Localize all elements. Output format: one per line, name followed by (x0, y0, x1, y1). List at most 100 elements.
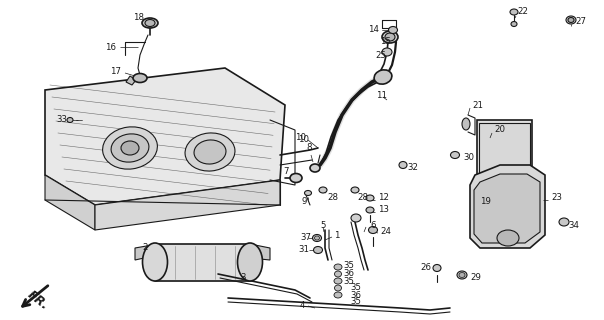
Ellipse shape (312, 235, 321, 242)
Text: 5: 5 (320, 220, 326, 229)
Ellipse shape (121, 141, 139, 155)
Text: 24: 24 (380, 228, 391, 236)
Ellipse shape (510, 9, 518, 15)
Ellipse shape (459, 273, 465, 277)
Ellipse shape (566, 16, 576, 24)
Ellipse shape (290, 173, 302, 182)
Ellipse shape (111, 134, 149, 162)
Text: 20: 20 (494, 125, 505, 134)
Text: 2: 2 (142, 244, 147, 252)
Ellipse shape (304, 190, 312, 196)
Polygon shape (250, 244, 270, 260)
Text: 6: 6 (370, 220, 376, 229)
Text: 29: 29 (470, 274, 481, 283)
Ellipse shape (366, 195, 374, 201)
Ellipse shape (385, 33, 395, 41)
Text: 16: 16 (105, 43, 116, 52)
Ellipse shape (67, 117, 73, 123)
Ellipse shape (334, 292, 342, 298)
Ellipse shape (145, 20, 155, 27)
Text: 36: 36 (343, 268, 354, 277)
Ellipse shape (194, 140, 226, 164)
Ellipse shape (313, 246, 323, 253)
Ellipse shape (335, 271, 341, 277)
Ellipse shape (133, 74, 147, 83)
Text: 28: 28 (327, 194, 338, 203)
Bar (482, 125, 527, 190)
Bar (477, 120, 532, 195)
Text: 4: 4 (300, 301, 306, 310)
Text: 19: 19 (480, 197, 491, 206)
Ellipse shape (366, 207, 374, 213)
Text: 13: 13 (378, 205, 389, 214)
Ellipse shape (462, 118, 470, 130)
Text: 36: 36 (350, 291, 361, 300)
Text: 14: 14 (368, 26, 379, 35)
Ellipse shape (457, 271, 467, 279)
Text: 35: 35 (343, 276, 354, 285)
Ellipse shape (103, 127, 158, 169)
Text: 33: 33 (56, 116, 67, 124)
Ellipse shape (374, 70, 392, 84)
Polygon shape (474, 174, 540, 243)
Polygon shape (126, 76, 136, 85)
Text: 30: 30 (463, 154, 474, 163)
Text: 18: 18 (133, 13, 144, 22)
Text: 21: 21 (472, 100, 483, 109)
Text: 25: 25 (375, 51, 386, 60)
Ellipse shape (568, 18, 574, 22)
Ellipse shape (142, 18, 158, 28)
Text: 31: 31 (298, 245, 309, 254)
Text: 12: 12 (378, 194, 389, 203)
Ellipse shape (559, 218, 569, 226)
Polygon shape (470, 165, 545, 248)
Ellipse shape (334, 278, 342, 284)
Ellipse shape (315, 236, 320, 240)
Text: 32: 32 (407, 164, 418, 172)
Text: 3: 3 (240, 273, 245, 282)
Text: 27: 27 (575, 18, 586, 27)
Text: 28: 28 (357, 193, 368, 202)
Ellipse shape (399, 162, 407, 169)
Polygon shape (45, 68, 285, 205)
Ellipse shape (334, 264, 342, 270)
Text: 35: 35 (350, 298, 361, 307)
Ellipse shape (351, 214, 361, 222)
Ellipse shape (185, 133, 235, 171)
Text: 26: 26 (420, 263, 431, 273)
Ellipse shape (433, 265, 441, 271)
Ellipse shape (310, 164, 320, 172)
Ellipse shape (451, 151, 460, 158)
Ellipse shape (319, 187, 327, 193)
Text: FR.: FR. (25, 288, 51, 312)
Text: 37: 37 (300, 234, 311, 243)
Ellipse shape (388, 27, 397, 34)
Ellipse shape (382, 31, 398, 43)
Text: 15: 15 (380, 37, 391, 46)
Text: 35: 35 (343, 260, 354, 269)
Text: 34: 34 (568, 220, 579, 229)
Polygon shape (95, 180, 280, 230)
Text: 1: 1 (334, 230, 339, 239)
Polygon shape (45, 175, 95, 230)
Text: 9: 9 (302, 197, 307, 206)
Text: 8: 8 (306, 142, 312, 151)
Text: 10: 10 (295, 133, 306, 142)
Ellipse shape (368, 227, 378, 234)
Text: 11: 11 (376, 91, 387, 100)
Polygon shape (135, 244, 158, 260)
Ellipse shape (497, 230, 519, 246)
Text: 22: 22 (517, 7, 528, 17)
Ellipse shape (143, 243, 167, 281)
Ellipse shape (382, 48, 392, 56)
Bar (479, 123, 530, 194)
Text: 7: 7 (283, 167, 289, 177)
Ellipse shape (237, 243, 263, 281)
Text: 10: 10 (298, 135, 309, 145)
Text: 35: 35 (350, 284, 361, 292)
Ellipse shape (511, 21, 517, 27)
Text: 17: 17 (110, 68, 121, 76)
Bar (155, 244, 250, 282)
Ellipse shape (351, 187, 359, 193)
Text: 23: 23 (551, 194, 562, 203)
